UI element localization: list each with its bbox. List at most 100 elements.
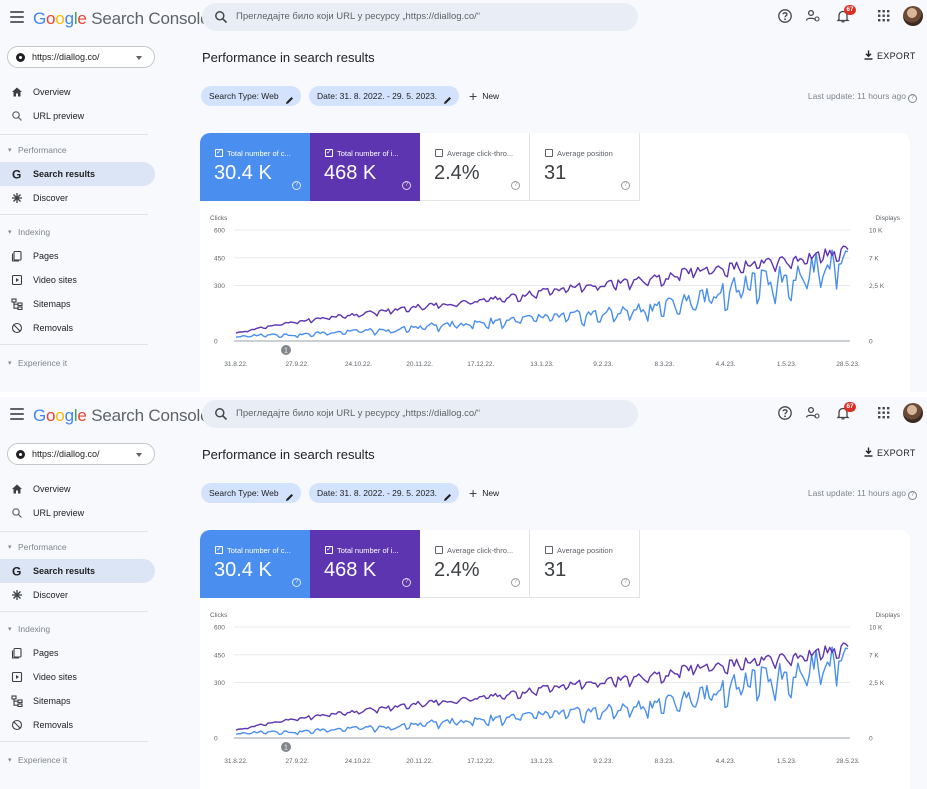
search-type-filter-chip[interactable]: Search Type: Web xyxy=(201,483,301,503)
page-title: Performance in search results xyxy=(202,447,375,462)
sidebar-item-url-preview[interactable]: URL preview xyxy=(0,501,155,525)
help-icon[interactable]: ? xyxy=(621,578,630,587)
plus-icon: + xyxy=(469,485,478,501)
section-experience[interactable]: ▾ Experience it xyxy=(0,751,155,769)
url-inspect-search-bar[interactable]: Прегледајте било који URL у ресурсу „htt… xyxy=(202,3,638,31)
sidebar-item-video-sites[interactable]: Video sites xyxy=(0,268,155,292)
annotation-marker[interactable]: 1 xyxy=(281,742,291,752)
metric-checkbox[interactable]: ✓ xyxy=(325,546,333,554)
sidebar-item-search-results[interactable]: G Search results xyxy=(0,559,155,583)
metric-card[interactable]: ✓ Total number of i... 468 K? xyxy=(310,133,420,201)
search-type-filter-chip[interactable]: Search Type: Web xyxy=(201,86,301,106)
right-tick-label: 10 K xyxy=(869,625,883,632)
metric-card[interactable]: Average click-thro... 2.4%? xyxy=(420,530,530,598)
annotation-marker[interactable]: 1 xyxy=(281,345,291,355)
svg-text:G: G xyxy=(12,168,21,180)
metric-card[interactable]: Average position 31? xyxy=(530,133,640,201)
chevron-down-icon: ▾ xyxy=(8,147,12,154)
add-filter-button[interactable]: + New xyxy=(469,86,499,106)
metric-checkbox[interactable] xyxy=(435,546,443,554)
help-icon[interactable] xyxy=(777,8,795,26)
metric-card[interactable]: ✓ Total number of i... 468 K? xyxy=(310,530,420,598)
metric-card[interactable]: Average click-thro... 2.4%? xyxy=(420,133,530,201)
sidebar-item-search-results[interactable]: G Search results xyxy=(0,162,155,186)
help-icon[interactable]: ? xyxy=(292,181,301,190)
help-icon[interactable]: ? xyxy=(402,578,411,587)
sidebar-item-discover[interactable]: Discover xyxy=(0,583,155,607)
x-tick-label: 13.1.23. xyxy=(530,758,554,765)
performance-card: ✓ Total number of c... 30.4 K? ✓ Total numbe… xyxy=(200,530,910,789)
avatar[interactable] xyxy=(903,403,923,423)
help-icon[interactable]: ? xyxy=(511,181,520,190)
section-experience[interactable]: ▾ Experience it xyxy=(0,354,155,372)
sidebar-item-sitemaps[interactable]: Sitemaps xyxy=(0,689,155,713)
metric-checkbox[interactable] xyxy=(545,546,553,554)
left-tick-label: 600 xyxy=(214,625,225,632)
sidebar-item-pages[interactable]: Pages xyxy=(0,244,155,268)
metric-card[interactable]: ✓ Total number of c... 30.4 K? xyxy=(200,133,310,201)
avatar[interactable] xyxy=(903,6,923,26)
help-icon[interactable]: ? xyxy=(621,181,630,190)
metric-value: 31 xyxy=(544,162,567,184)
section-indexing[interactable]: ▾ Indexing xyxy=(0,223,155,241)
apps-grid-icon[interactable] xyxy=(876,405,894,423)
date-filter-chip[interactable]: Date: 31. 8. 2022. - 29. 5. 2023. xyxy=(309,483,460,503)
date-filter-chip[interactable]: Date: 31. 8. 2022. - 29. 5. 2023. xyxy=(309,86,460,106)
export-button[interactable]: EXPORT xyxy=(864,447,916,458)
sidebar-item-overview[interactable]: Overview xyxy=(0,477,155,501)
property-selector[interactable]: https://diallog.co/ xyxy=(7,46,155,68)
notifications-icon[interactable]: 67 xyxy=(835,402,856,423)
menu-icon[interactable] xyxy=(10,11,24,23)
section-performance[interactable]: ▾ Performance xyxy=(0,141,155,159)
x-tick-label: 20.11.22. xyxy=(406,758,433,765)
pages-icon xyxy=(11,647,23,659)
sidebar-item-sitemaps[interactable]: Sitemaps xyxy=(0,292,155,316)
sidebar-item-overview[interactable]: Overview xyxy=(0,80,155,104)
help-icon[interactable]: ? xyxy=(292,578,301,587)
sidebar-item-url-preview[interactable]: URL preview xyxy=(0,104,155,128)
section-performance[interactable]: ▾ Performance xyxy=(0,538,155,556)
app-logo[interactable]: Google Search Console xyxy=(33,406,210,426)
help-icon[interactable]: ? xyxy=(511,578,520,587)
help-icon[interactable]: ? xyxy=(402,181,411,190)
menu-icon[interactable] xyxy=(10,408,24,420)
logo-letter: o xyxy=(55,9,65,28)
metric-checkbox[interactable] xyxy=(545,149,553,157)
sidebar-item-discover[interactable]: Discover xyxy=(0,186,155,210)
metric-checkbox[interactable]: ✓ xyxy=(325,149,333,157)
x-tick-label: 28.5.23. xyxy=(836,361,860,368)
sidebar-item-removals[interactable]: Removals xyxy=(0,316,155,340)
metric-checkbox[interactable]: ✓ xyxy=(215,546,223,554)
logo-letter: o xyxy=(55,406,65,425)
series-line-displays xyxy=(235,245,849,334)
sidebar-item-label: Discover xyxy=(33,590,69,600)
url-inspect-search-bar[interactable]: Прегледајте било који URL у ресурсу „htt… xyxy=(202,400,638,428)
logo-letter: g xyxy=(64,406,74,425)
section-indexing[interactable]: ▾ Indexing xyxy=(0,620,155,638)
metric-card[interactable]: Average position 31? xyxy=(530,530,640,598)
x-tick-label: 8.3.23. xyxy=(654,758,674,765)
app-logo[interactable]: Google Search Console xyxy=(33,9,210,29)
help-icon[interactable]: ? xyxy=(908,94,917,103)
manage-users-icon[interactable] xyxy=(805,8,823,26)
chip-label: Date: 31. 8. 2022. - 29. 5. 2023. xyxy=(317,91,438,101)
metric-checkbox[interactable]: ✓ xyxy=(215,149,223,157)
sidebar-item-removals[interactable]: Removals xyxy=(0,713,155,737)
metric-label: Total number of c... xyxy=(227,546,291,555)
sidebar-item-video-sites[interactable]: Video sites xyxy=(0,665,155,689)
metric-card[interactable]: ✓ Total number of c... 30.4 K? xyxy=(200,530,310,598)
sidebar-item-pages[interactable]: Pages xyxy=(0,641,155,665)
chip-label: Date: 31. 8. 2022. - 29. 5. 2023. xyxy=(317,488,438,498)
manage-users-icon[interactable] xyxy=(805,405,823,423)
notifications-icon[interactable]: 67 xyxy=(835,5,856,26)
add-filter-button[interactable]: + New xyxy=(469,483,499,503)
help-icon[interactable] xyxy=(777,405,795,423)
export-button[interactable]: EXPORT xyxy=(864,50,916,61)
help-icon[interactable]: ? xyxy=(908,491,917,500)
top-app-bar: Google Search Console Прегледајте било ко… xyxy=(0,397,927,433)
metric-label: Average position xyxy=(557,546,613,555)
property-selector[interactable]: https://diallog.co/ xyxy=(7,443,155,465)
x-tick-label: 27.9.22. xyxy=(285,758,309,765)
apps-grid-icon[interactable] xyxy=(876,8,894,26)
metric-checkbox[interactable] xyxy=(435,149,443,157)
